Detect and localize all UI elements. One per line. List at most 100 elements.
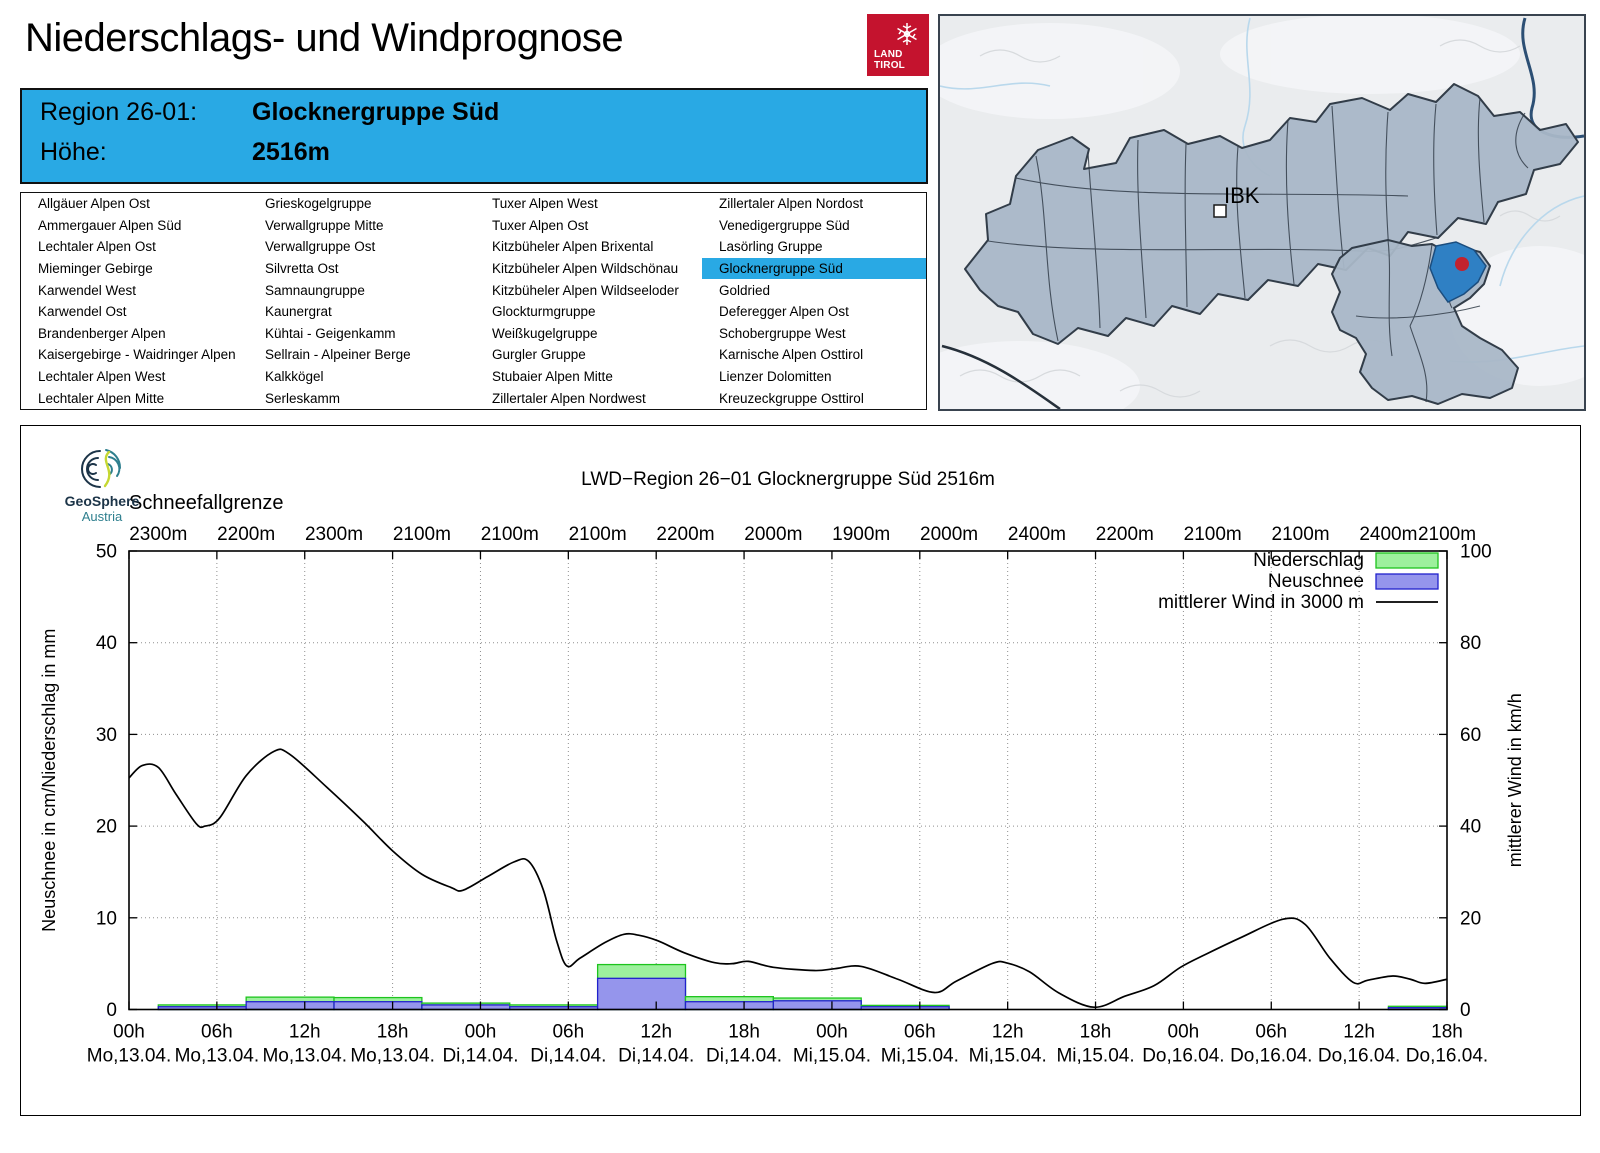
region-table: Allgäuer Alpen Ost Ammergauer Alpen Süd Le… (20, 192, 927, 410)
y-axis-right-tick-label: 100 (1460, 542, 1492, 563)
x-axis-date-label: Mi,15.04. (793, 1046, 871, 1067)
bar-neuschnee (772, 1000, 862, 1011)
snowfall-limit-label: 2400m (1359, 524, 1417, 545)
region-item[interactable]: Ammergauer Alpen Süd (38, 217, 182, 233)
region-item[interactable]: Lasörling Gruppe (719, 239, 823, 255)
region-item[interactable]: Deferegger Alpen Ost (719, 304, 849, 320)
x-axis-time-label: 18h (1431, 1022, 1463, 1043)
region-item[interactable]: Verwallgruppe Ost (265, 239, 376, 255)
region-item[interactable]: Kitzbüheler Alpen Brixental (492, 239, 654, 255)
map-state-border (941, 344, 1061, 411)
bar-neuschnee (245, 1001, 335, 1011)
x-axis-date-label: Mo,13.04. (350, 1046, 435, 1067)
altitude-label: Höhe: (40, 138, 107, 166)
y-axis-left-title: Neuschnee in cm/Niederschlag in mm (39, 629, 59, 932)
x-axis-date-label: Do,16.04. (1318, 1046, 1400, 1067)
x-axis-time-label: 18h (728, 1022, 760, 1043)
legend-label: mittlerer Wind in 3000 m (1158, 592, 1364, 613)
region-item[interactable]: Karwendel Ost (38, 304, 127, 320)
region-item[interactable]: Grieskogelgruppe (265, 196, 372, 212)
region-item[interactable]: Schobergruppe West (719, 325, 846, 341)
landtirol-logo-text: LAND TIROL (874, 49, 905, 71)
bar-neuschnee (333, 1001, 423, 1011)
region-item[interactable]: Kreuzeckgruppe Osttirol (719, 390, 864, 406)
snowfall-limit-label: 2100m (481, 524, 539, 545)
wind-line (128, 748, 1448, 1009)
forecast-chart: 0 10 20 30 40 50 0 20 40 60 80 100 00h 06h 12h 18h 00h 06… (39, 469, 1525, 1067)
x-axis-time-label: 12h (640, 1022, 672, 1043)
region-item[interactable]: Verwallgruppe Mitte (265, 217, 384, 233)
region-item[interactable]: Weißkugelgruppe (492, 325, 598, 341)
x-axis-date-label: Mo,13.04. (262, 1046, 347, 1067)
x-axis-time-label: 18h (1080, 1022, 1112, 1043)
ibk-label: IBK (1224, 183, 1260, 208)
chart-title: LWD−Region 26−01 Glocknergruppe Süd 2516… (581, 469, 995, 490)
snowfall-limit-label: 2000m (744, 524, 802, 545)
region-item[interactable]: Gurgler Gruppe (492, 347, 586, 363)
region-item[interactable]: Kühtai - Geigenkamm (265, 325, 396, 341)
region-item[interactable]: Lienzer Dolomitten (719, 369, 832, 385)
region-item[interactable]: Goldried (719, 282, 771, 298)
x-axis-time-label: 12h (1343, 1022, 1375, 1043)
region-item[interactable]: Lechtaler Alpen Mitte (38, 390, 165, 406)
y-axis-right-tick-label: 40 (1460, 817, 1481, 838)
y-axis-left-tick-label: 0 (106, 1000, 117, 1021)
region-item[interactable]: Kitzbüheler Alpen Wildschönau (492, 261, 679, 277)
snowfall-limit-label: 2100m (1272, 524, 1330, 545)
region-item[interactable]: Kaunergrat (265, 304, 332, 320)
map-east-tirol-regions[interactable] (1331, 239, 1519, 405)
x-axis-time-label: 00h (465, 1022, 497, 1043)
region-item[interactable]: Glockturmgruppe (492, 304, 596, 320)
x-axis-time-label: 00h (1168, 1022, 1200, 1043)
region-item[interactable]: Venedigergruppe Süd (719, 217, 850, 233)
y-axis-left-tick-label: 40 (96, 633, 117, 654)
snowfall-limit-title: Schneefallgrenze (129, 492, 284, 514)
snowfall-limit-label: 2100m (393, 524, 451, 545)
x-axis-time-label: 06h (1255, 1022, 1287, 1043)
region-item[interactable]: Karnische Alpen Osttirol (719, 347, 864, 363)
y-axis-left-tick-label: 30 (96, 725, 117, 746)
x-axis-date-label: Mo,13.04. (175, 1046, 260, 1067)
x-axis-date-label: Di,14.04. (530, 1046, 606, 1067)
region-item[interactable]: Samnaungruppe (265, 282, 365, 298)
region-item[interactable]: Allgäuer Alpen Ost (38, 196, 150, 212)
y-axis-right-title: mittlerer Wind in km/h (1505, 693, 1525, 867)
x-axis-date-label: Di,14.04. (618, 1046, 694, 1067)
x-axis-date-label: Do,16.04. (1406, 1046, 1488, 1067)
region-item[interactable]: Mieminger Gebirge (38, 261, 153, 277)
region-item[interactable]: Tuxer Alpen Ost (492, 217, 589, 233)
region-item[interactable]: Sellrain - Alpeiner Berge (265, 347, 411, 363)
geosphere-name: GeoSphere (64, 493, 140, 509)
region-item[interactable]: Zillertaler Alpen Nordost (719, 196, 864, 212)
region-item-selected[interactable]: Glocknergruppe Süd (702, 257, 926, 280)
y-axis-right-tick-label: 80 (1460, 633, 1481, 654)
tirol-map: IBK (900, 14, 1600, 431)
snowfall-limit-label: 2400m (1008, 524, 1066, 545)
landtirol-emblem-icon (897, 23, 917, 45)
region-item[interactable]: Lechtaler Alpen West (38, 369, 166, 385)
region-item[interactable]: Serleskamm (265, 390, 341, 406)
snowfall-limit-label: 2300m (305, 524, 363, 545)
selected-region-shape[interactable] (1429, 241, 1487, 303)
region-item[interactable]: Brandenberger Alpen (38, 325, 166, 341)
region-item[interactable]: Kalkkögel (265, 369, 324, 385)
region-item[interactable]: Karwendel West (38, 282, 137, 298)
map-region-borders (1355, 239, 1481, 403)
snowfall-limit-label: 2100m (1184, 524, 1242, 545)
region-item[interactable]: Lechtaler Alpen Ost (38, 239, 156, 255)
geosphere-logo-icon (81, 449, 122, 488)
x-axis-time-label: 18h (377, 1022, 409, 1043)
legend-label: Niederschlag (1253, 550, 1364, 571)
region-item[interactable]: Kaisergebirge - Waidringer Alpen (38, 347, 236, 363)
x-axis-time-label: 00h (113, 1022, 145, 1043)
landtirol-logo: LAND TIROL (867, 14, 929, 76)
region-item[interactable]: Stubaier Alpen Mitte (492, 369, 613, 385)
x-axis-time-label: 06h (201, 1022, 233, 1043)
snowfall-limit-label: 2200m (1096, 524, 1154, 545)
region-item[interactable]: Silvretta Ost (265, 261, 339, 277)
region-item[interactable]: Kitzbüheler Alpen Wildseeloder (492, 282, 679, 298)
legend-label: Neuschnee (1268, 571, 1364, 592)
region-item[interactable]: Tuxer Alpen West (492, 196, 598, 212)
map-north-tirol-regions[interactable] (964, 83, 1579, 345)
region-item[interactable]: Zillertaler Alpen Nordwest (492, 390, 646, 406)
